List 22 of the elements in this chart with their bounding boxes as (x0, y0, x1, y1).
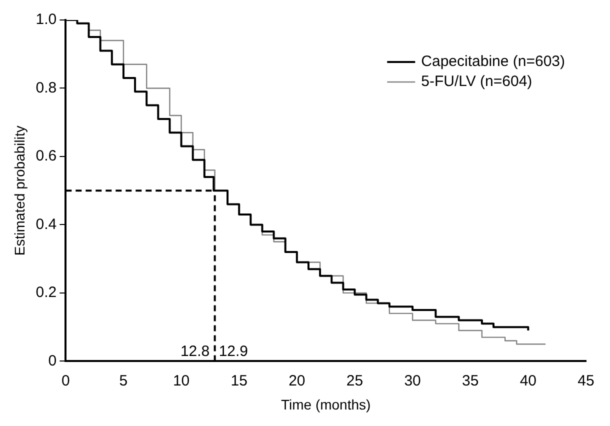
x-tick-label: 35 (462, 372, 479, 390)
x-tick-label: 0 (61, 372, 70, 390)
x-tick-label: 25 (346, 372, 364, 390)
x-tick-label: 45 (578, 372, 594, 390)
x-tick-label: 15 (230, 372, 248, 390)
x-tick-label: 5 (119, 372, 128, 390)
x-tick-label: 40 (520, 372, 537, 390)
y-tick-label: 0.8 (36, 79, 57, 96)
legend-label: 5-FU/LV (n=604) (421, 73, 532, 90)
legend-label: Capecitabine (n=603) (421, 53, 566, 70)
y-tick-label: 0 (48, 352, 57, 370)
x-tick-label: 30 (404, 372, 421, 390)
y-tick-label: 1.0 (36, 11, 57, 28)
y-tick-label: 0.4 (36, 216, 57, 233)
x-tick-label: 10 (172, 372, 190, 390)
ref-line-label: 12.9 (218, 342, 248, 360)
annotation: 12.8 (180, 342, 210, 360)
x-axis-title: Time (months) (280, 396, 371, 412)
y-tick-label: 0.6 (36, 148, 57, 165)
x-tick-label: 20 (288, 372, 306, 390)
y-axis-title: Estimated probability (11, 126, 28, 256)
y-tick-label: 0.2 (36, 284, 57, 302)
